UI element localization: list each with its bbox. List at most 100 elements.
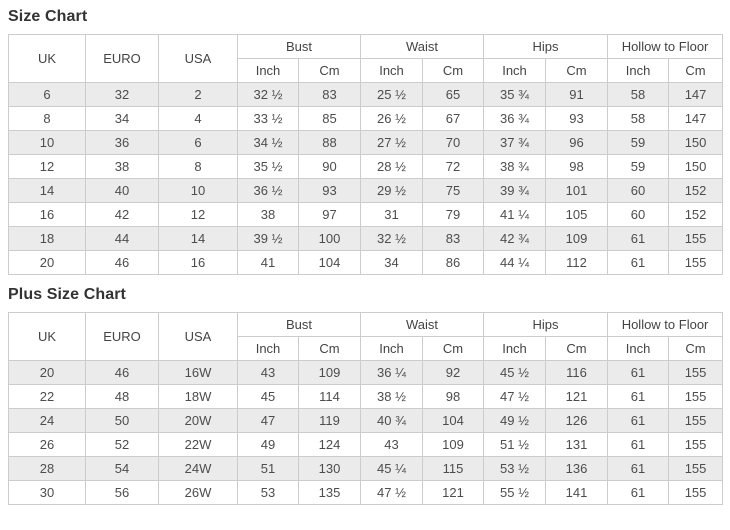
table-cell: 30 xyxy=(8,480,86,505)
table-cell: 115 xyxy=(422,456,485,481)
table-cell: 136 xyxy=(545,456,609,481)
table-cell: 150 xyxy=(668,130,724,155)
table-cell: 83 xyxy=(422,226,485,251)
table-cell: 22 xyxy=(8,384,86,409)
size-chart-header: UK EURO USA Bust Waist Hips Hollow to Fl… xyxy=(8,34,724,83)
table-row: 8 34 4 33 ½ 85 26 ½ 67 36 ¾ 93 58 147 xyxy=(8,106,724,131)
table-cell: 8 xyxy=(158,154,238,179)
table-cell: 70 xyxy=(422,130,485,155)
table-cell: 147 xyxy=(668,106,724,131)
table-cell: 42 xyxy=(85,202,159,227)
table-cell: 141 xyxy=(545,480,609,505)
table-cell: 104 xyxy=(297,250,362,275)
table-cell: 124 xyxy=(297,432,362,457)
table-cell: 86 xyxy=(422,250,485,275)
table-cell: 98 xyxy=(422,384,485,409)
table-cell: 48 xyxy=(85,384,159,409)
table-cell: 4 xyxy=(158,106,238,131)
column-header-hollow-inch: Inch xyxy=(607,58,670,83)
header-row-units: Inch Cm Inch Cm Inch Cm Inch Cm xyxy=(9,336,724,361)
table-cell: 155 xyxy=(668,250,724,275)
table-cell: 20 xyxy=(8,360,86,385)
table-cell: 16 xyxy=(8,202,86,227)
table-cell: 36 ½ xyxy=(237,178,299,203)
table-cell: 92 xyxy=(422,360,485,385)
column-header-hips: Hips xyxy=(483,312,609,337)
table-cell: 45 ¼ xyxy=(360,456,424,481)
table-cell: 38 xyxy=(85,154,159,179)
table-cell: 41 ¼ xyxy=(483,202,547,227)
table-cell: 53 ½ xyxy=(483,456,547,481)
table-cell: 16 xyxy=(158,250,238,275)
table-cell: 109 xyxy=(545,226,609,251)
table-cell: 34 xyxy=(360,250,424,275)
table-cell: 61 xyxy=(607,384,670,409)
table-cell: 34 ½ xyxy=(237,130,299,155)
table-cell: 53 xyxy=(237,480,299,505)
table-row: 12 38 8 35 ½ 90 28 ½ 72 38 ¾ 98 59 150 xyxy=(8,154,724,179)
table-cell: 51 xyxy=(237,456,299,481)
table-cell: 147 xyxy=(668,82,724,107)
table-cell: 26 xyxy=(8,432,86,457)
table-row: 20 46 16W 43 109 36 ¼ 92 45 ½ 116 61 155 xyxy=(8,360,724,385)
table-cell: 131 xyxy=(545,432,609,457)
table-cell: 10 xyxy=(158,178,238,203)
table-cell: 16W xyxy=(158,360,238,385)
table-cell: 60 xyxy=(607,202,670,227)
table-cell: 39 ½ xyxy=(237,226,299,251)
table-cell: 61 xyxy=(607,456,670,481)
table-cell: 31 xyxy=(360,202,424,227)
table-cell: 45 xyxy=(237,384,299,409)
table-cell: 135 xyxy=(297,480,362,505)
table-cell: 114 xyxy=(297,384,362,409)
column-header-usa: USA xyxy=(158,34,238,83)
table-cell: 40 ¾ xyxy=(360,408,424,433)
table-cell: 39 ¾ xyxy=(483,178,547,203)
table-cell: 72 xyxy=(422,154,485,179)
table-cell: 36 ¼ xyxy=(360,360,424,385)
table-cell: 54 xyxy=(85,456,159,481)
table-cell: 155 xyxy=(668,432,724,457)
plus-size-chart-header: UK EURO USA Bust Waist Hips Hollow to Fl… xyxy=(8,312,724,361)
column-header-uk: UK xyxy=(8,34,86,83)
table-cell: 105 xyxy=(545,202,609,227)
table-cell: 20 xyxy=(8,250,86,275)
column-header-waist: Waist xyxy=(360,34,485,59)
table-cell: 101 xyxy=(545,178,609,203)
column-header-hollow-to-floor: Hollow to Floor xyxy=(607,312,724,337)
table-cell: 26W xyxy=(158,480,238,505)
header-row-units: Inch Cm Inch Cm Inch Cm Inch Cm xyxy=(9,58,724,83)
table-row: 14 40 10 36 ½ 93 29 ½ 75 39 ¾ 101 60 152 xyxy=(8,178,724,203)
table-cell: 119 xyxy=(297,408,362,433)
table-cell: 49 xyxy=(237,432,299,457)
table-row: 30 56 26W 53 135 47 ½ 121 55 ½ 141 61 155 xyxy=(8,480,724,505)
table-cell: 28 xyxy=(8,456,86,481)
table-row: 26 52 22W 49 124 43 109 51 ½ 131 61 155 xyxy=(8,432,724,457)
table-cell: 33 ½ xyxy=(237,106,299,131)
table-cell: 56 xyxy=(85,480,159,505)
table-cell: 41 xyxy=(237,250,299,275)
table-cell: 97 xyxy=(297,202,362,227)
table-cell: 28 ½ xyxy=(360,154,424,179)
table-cell: 155 xyxy=(668,456,724,481)
table-cell: 59 xyxy=(607,130,670,155)
header-row-groups: UK EURO USA Bust Waist Hips Hollow to Fl… xyxy=(8,312,724,361)
plus-size-chart-title: Plus Size Chart xyxy=(8,286,126,303)
table-cell: 98 xyxy=(545,154,609,179)
table-cell: 29 ½ xyxy=(360,178,424,203)
column-header-hips-cm: Cm xyxy=(545,336,609,361)
table-cell: 49 ½ xyxy=(483,408,547,433)
header-row-groups: UK EURO USA Bust Waist Hips Hollow to Fl… xyxy=(8,34,724,83)
table-cell: 88 xyxy=(297,130,362,155)
table-cell: 60 xyxy=(607,178,670,203)
table-cell: 36 ¾ xyxy=(483,106,547,131)
table-cell: 104 xyxy=(422,408,485,433)
table-cell: 34 xyxy=(85,106,159,131)
table-cell: 67 xyxy=(422,106,485,131)
table-cell: 85 xyxy=(297,106,362,131)
table-cell: 121 xyxy=(545,384,609,409)
table-cell: 27 ½ xyxy=(360,130,424,155)
table-cell: 121 xyxy=(422,480,485,505)
table-cell: 100 xyxy=(297,226,362,251)
